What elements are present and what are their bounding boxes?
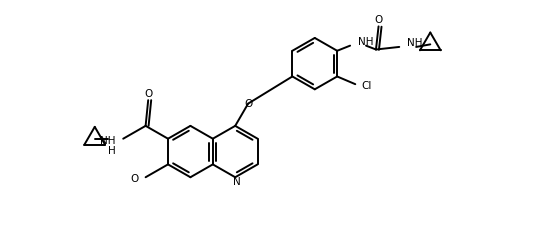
Text: O: O [374,15,383,25]
Text: O: O [130,174,139,184]
Text: O: O [144,89,152,99]
Text: NH: NH [407,38,423,48]
Text: N: N [233,177,241,187]
Text: NH: NH [358,37,374,47]
Text: O: O [244,99,252,109]
Text: Cl: Cl [361,81,372,91]
Text: H: H [107,146,115,155]
Text: NH: NH [100,136,115,146]
